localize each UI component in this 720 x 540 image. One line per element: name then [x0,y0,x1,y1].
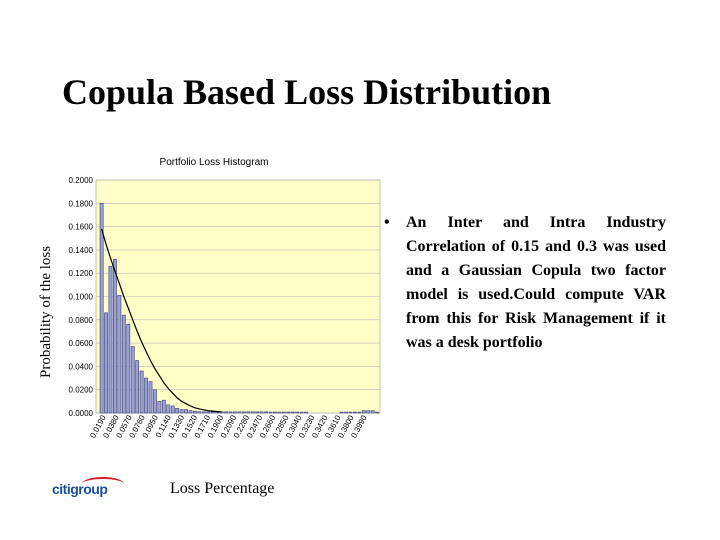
histogram-bar [295,411,300,414]
y-tick-label: 0.1400 [69,246,94,255]
x-axis-ticks: 0.01900.03800.05700.07600.09500.11400.13… [88,413,369,439]
histogram-bar [210,411,215,414]
histogram-bar [357,411,362,414]
histogram-bar [304,411,308,414]
bars [99,203,380,414]
y-tick-label: 0.1800 [69,199,94,208]
histogram-bar [290,411,295,414]
histogram-bar [255,411,260,414]
y-tick-label: 0.1200 [69,269,94,278]
histogram-bar [175,408,180,414]
histogram-bar [219,411,224,414]
histogram-bar [273,411,277,414]
histogram-bar [130,346,135,414]
histogram-bar [113,258,117,414]
histogram-bar [375,411,380,414]
histogram-bar [281,411,286,414]
y-axis-ticks: 0.2000 0.1800 0.1600 0.1400 0.1200 0.1000 0.08… [69,176,94,418]
bullet-point: • An Inter and Intra Industry Correlatio… [384,211,666,355]
histogram-bar [348,411,353,414]
histogram-bar [126,324,131,414]
histogram-bar [135,360,140,414]
histogram-bar [148,381,153,414]
slide-title: Copula Based Loss Distribution [62,72,552,112]
histogram-bar [237,411,242,414]
histogram-bar [170,405,175,414]
y-tick-label: 0.0200 [69,386,94,395]
histogram-bar [108,265,113,414]
histogram-bar [206,411,211,414]
histogram-bar [366,410,371,414]
histogram-bar [224,411,228,414]
histogram-bar [241,411,246,414]
histogram-bar [153,389,157,414]
histogram-bar [104,312,108,414]
histogram-bar [228,411,233,414]
histogram-bar [201,411,206,414]
histogram-bar [197,411,202,414]
logo-arc-icon [82,477,124,491]
bullet-icon: • [384,214,390,231]
histogram-bar [299,411,304,414]
y-tick-label: 0.1000 [69,293,94,302]
histogram-bar [161,399,166,414]
histogram-bar [144,377,148,414]
histogram-bar [184,409,188,414]
histogram-bar [361,410,366,414]
y-axis-title: Probability of the loss [38,245,54,378]
histogram-bar [246,411,251,414]
histogram-bar [157,401,162,414]
y-tick-label: 0.0600 [69,339,94,348]
histogram-bar [344,411,348,414]
histogram-bar [121,314,126,414]
histogram-bar [99,203,104,414]
y-tick-label: 0.2000 [69,176,94,185]
histogram-bar [188,410,193,414]
histogram-bar [193,410,197,414]
chart-title: Portfolio Loss Histogram [160,157,269,168]
histogram-bar [179,409,184,414]
histogram-bar [117,295,122,414]
histogram-bar [370,410,375,414]
y-tick-label: 0.0800 [69,316,94,325]
y-tick-label: 0.1600 [69,223,94,232]
y-tick-label: 0.0000 [69,409,94,418]
y-tick-label: 0.0400 [69,362,94,371]
fit-curve-line [101,228,222,413]
histogram-bar [259,411,264,414]
histogram-bar [139,370,144,414]
histogram-bar [250,411,255,414]
histogram-bar [264,411,268,414]
citigroup-logo: citigroup [52,477,128,499]
histogram-bar [353,411,357,414]
histogram-bar [166,404,171,414]
x-axis-title: Loss Percentage [170,480,275,497]
histogram-bar [286,411,291,414]
bullet-text: An Inter and Intra Industry Correlation … [406,214,666,351]
histogram-bar [339,411,344,414]
histogram-bar [277,411,282,414]
histogram-bar [268,411,273,414]
histogram-bar [233,411,237,414]
